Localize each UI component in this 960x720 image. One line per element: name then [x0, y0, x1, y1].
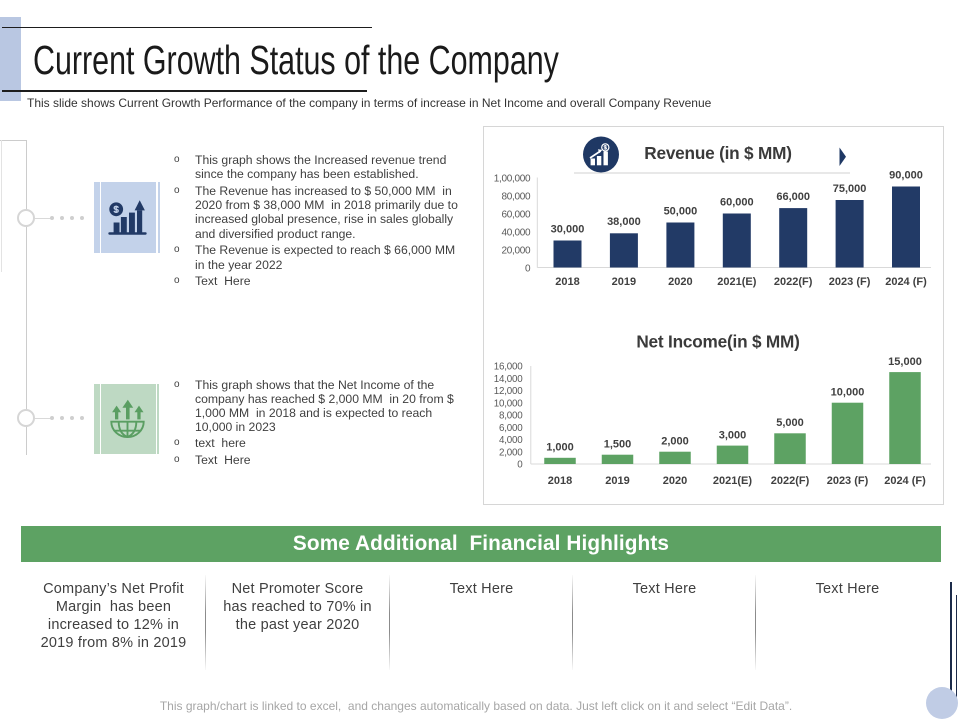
svg-text:Revenue (in $ MM): Revenue (in $ MM): [644, 143, 792, 163]
svg-text:60,000: 60,000: [502, 210, 532, 221]
svg-text:30,000: 30,000: [551, 223, 585, 235]
svg-text:40,000: 40,000: [502, 228, 532, 239]
svg-text:16,000: 16,000: [494, 362, 524, 373]
svg-text:2021(E): 2021(E): [717, 276, 756, 288]
svg-text:50,000: 50,000: [664, 205, 698, 217]
svg-text:2020: 2020: [668, 276, 692, 288]
svg-text:75,000: 75,000: [833, 183, 867, 195]
svg-text:0: 0: [525, 264, 531, 275]
svg-text:5,000: 5,000: [776, 417, 804, 429]
svg-text:38,000: 38,000: [607, 216, 641, 228]
svg-text:2018: 2018: [548, 475, 572, 487]
svg-text:1,500: 1,500: [604, 439, 632, 451]
svg-text:Net Income(in $ MM): Net Income(in $ MM): [636, 332, 799, 352]
svg-text:80,000: 80,000: [502, 192, 532, 203]
svg-text:2021(E): 2021(E): [713, 475, 752, 487]
svg-text:10,000: 10,000: [494, 398, 524, 409]
svg-text:2022(F): 2022(F): [774, 276, 813, 288]
svg-text:2,000: 2,000: [661, 436, 689, 448]
svg-text:2022(F): 2022(F): [771, 475, 810, 487]
svg-text:6,000: 6,000: [499, 423, 523, 434]
svg-text:66,000: 66,000: [776, 191, 810, 203]
svg-text:2018: 2018: [555, 276, 579, 288]
svg-text:2024 (F): 2024 (F): [884, 475, 926, 487]
svg-text:0: 0: [517, 460, 523, 471]
svg-text:12,000: 12,000: [494, 386, 524, 397]
svg-text:2024 (F): 2024 (F): [885, 276, 927, 288]
svg-text:90,000: 90,000: [889, 169, 923, 181]
svg-text:4,000: 4,000: [499, 435, 523, 446]
svg-text:60,000: 60,000: [720, 196, 754, 208]
svg-text:8,000: 8,000: [499, 411, 523, 422]
svg-text:1,000: 1,000: [546, 442, 574, 454]
svg-text:10,000: 10,000: [831, 387, 865, 399]
svg-text:2020: 2020: [663, 475, 687, 487]
svg-text:2023 (F): 2023 (F): [829, 276, 871, 288]
svg-text:1,00,000: 1,00,000: [494, 174, 531, 185]
svg-text:14,000: 14,000: [494, 374, 524, 385]
svg-text:2,000: 2,000: [499, 447, 523, 458]
svg-text:2019: 2019: [605, 475, 629, 487]
svg-text:2023 (F): 2023 (F): [827, 475, 869, 487]
svg-text:15,000: 15,000: [888, 356, 922, 368]
svg-text:3,000: 3,000: [719, 429, 747, 441]
svg-text:2019: 2019: [612, 276, 636, 288]
svg-text:20,000: 20,000: [502, 246, 532, 257]
